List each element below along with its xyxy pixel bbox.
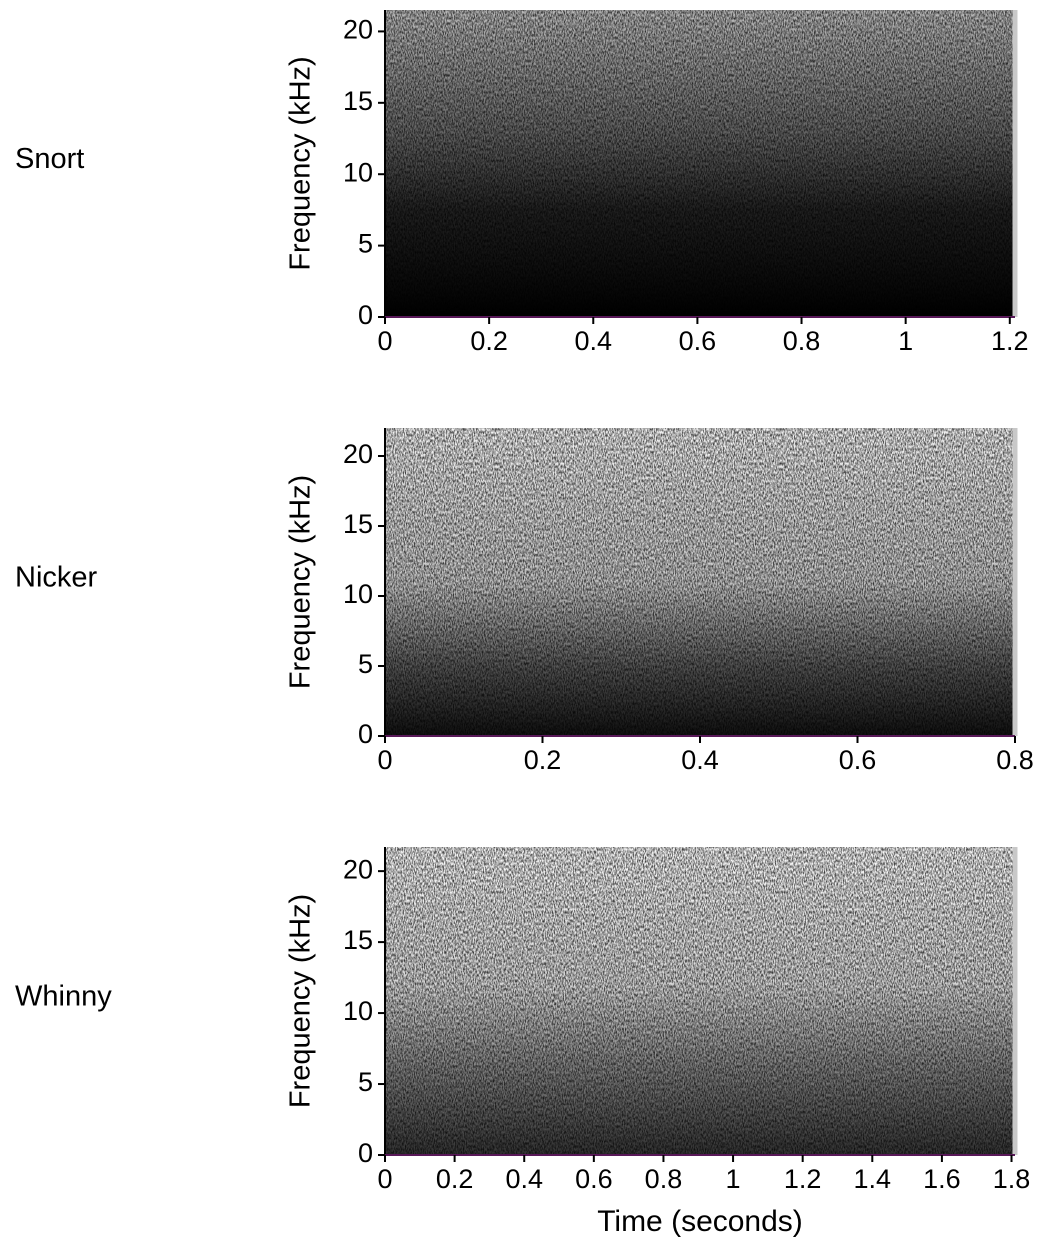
- x-tick-label: 0.8: [645, 1164, 683, 1194]
- x-tick-label: 0.6: [839, 745, 877, 775]
- y-tick-label: 20: [343, 15, 373, 45]
- y-tick-label: 15: [343, 509, 373, 539]
- y-tick-label: 10: [343, 157, 373, 187]
- spectrogram-noise: [385, 10, 1015, 317]
- y-tick-label: 20: [343, 854, 373, 884]
- x-axis-label: Time (seconds): [597, 1205, 803, 1238]
- y-tick-label: 15: [343, 925, 373, 955]
- row-label: Nicker: [15, 562, 98, 594]
- x-tick-label: 0: [377, 1164, 392, 1194]
- x-tick-label: 1.4: [854, 1164, 892, 1194]
- x-tick-label: 1: [898, 326, 913, 356]
- x-tick-label: 0.4: [681, 745, 719, 775]
- x-tick-label: 0: [377, 745, 392, 775]
- x-tick-label: 1: [726, 1164, 741, 1194]
- y-axis-label: Frequency (kHz): [285, 56, 317, 270]
- x-tick-label: 1.6: [923, 1164, 961, 1194]
- x-tick-label: 0.6: [679, 326, 717, 356]
- y-tick-label: 0: [358, 300, 373, 330]
- y-axis-label: Frequency (kHz): [285, 894, 317, 1108]
- x-tick-label: 0.4: [505, 1164, 543, 1194]
- y-tick-label: 0: [358, 719, 373, 749]
- spectrogram-noise: [385, 428, 1015, 736]
- y-tick-label: 20: [343, 439, 373, 469]
- y-tick-label: 10: [343, 996, 373, 1026]
- y-tick-label: 0: [358, 1138, 373, 1168]
- y-tick-label: 10: [343, 579, 373, 609]
- y-axis-label: Frequency (kHz): [285, 475, 317, 689]
- x-tick-label: 0.2: [436, 1164, 474, 1194]
- x-tick-label: 0.8: [783, 326, 821, 356]
- y-tick-label: 5: [358, 229, 373, 259]
- y-tick-label: 5: [358, 1067, 373, 1097]
- x-tick-label: 0.2: [524, 745, 562, 775]
- x-tick-label: 1.2: [991, 326, 1029, 356]
- x-tick-label: 1.2: [784, 1164, 822, 1194]
- y-tick-label: 5: [358, 649, 373, 679]
- x-tick-label: 0.8: [996, 745, 1034, 775]
- x-tick-label: 0: [377, 326, 392, 356]
- x-tick-label: 0.2: [470, 326, 508, 356]
- y-tick-label: 15: [343, 86, 373, 116]
- row-label: Snort: [15, 143, 84, 175]
- spectrogram-noise: [385, 847, 1015, 1155]
- row-label: Whinny: [15, 981, 112, 1013]
- x-tick-label: 1.8: [993, 1164, 1031, 1194]
- x-tick-label: 0.6: [575, 1164, 613, 1194]
- x-tick-label: 0.4: [574, 326, 612, 356]
